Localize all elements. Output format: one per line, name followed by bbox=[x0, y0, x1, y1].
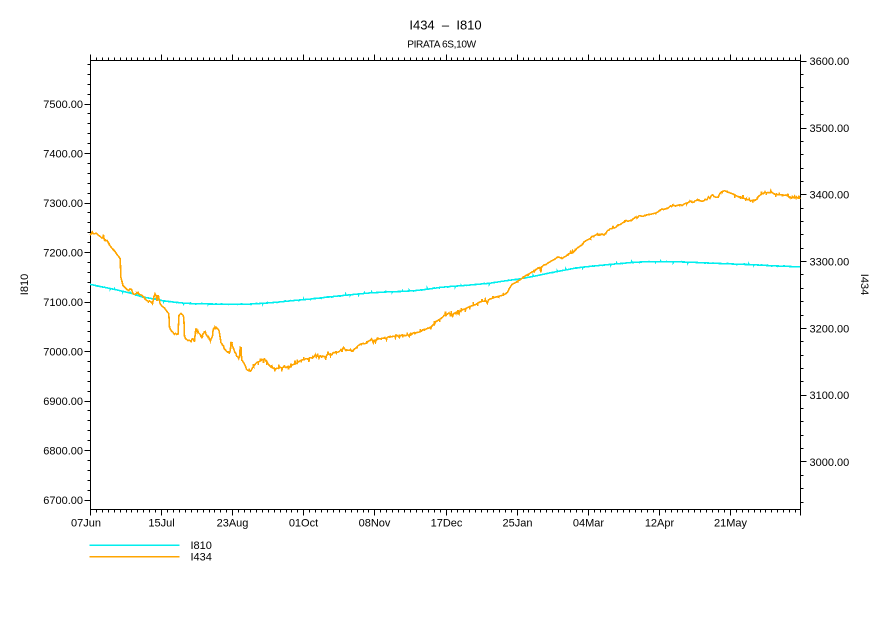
svg-text:01Oct: 01Oct bbox=[289, 518, 318, 530]
svg-text:PIRATA 6S,10W: PIRATA 6S,10W bbox=[407, 39, 476, 50]
svg-text:08Nov: 08Nov bbox=[359, 518, 391, 530]
svg-text:6800.00: 6800.00 bbox=[43, 445, 83, 457]
svg-text:I434: I434 bbox=[858, 274, 870, 295]
svg-text:I434 – I810: I434 – I810 bbox=[409, 18, 481, 33]
svg-text:6900.00: 6900.00 bbox=[43, 396, 83, 408]
svg-text:7000.00: 7000.00 bbox=[43, 346, 83, 358]
svg-text:7100.00: 7100.00 bbox=[43, 297, 83, 309]
svg-text:04Mar: 04Mar bbox=[573, 518, 605, 530]
svg-text:21May: 21May bbox=[714, 518, 748, 530]
svg-text:25Jan: 25Jan bbox=[503, 518, 533, 530]
svg-text:7500.00: 7500.00 bbox=[43, 99, 83, 111]
svg-text:3100.00: 3100.00 bbox=[810, 390, 850, 402]
svg-text:17Dec: 17Dec bbox=[431, 518, 463, 530]
svg-text:I434: I434 bbox=[191, 552, 212, 564]
svg-text:23Aug: 23Aug bbox=[217, 518, 249, 530]
svg-text:3400.00: 3400.00 bbox=[810, 190, 850, 202]
svg-text:15Jul: 15Jul bbox=[148, 518, 174, 530]
svg-text:7300.00: 7300.00 bbox=[43, 198, 83, 210]
svg-text:7400.00: 7400.00 bbox=[43, 148, 83, 160]
svg-text:12Apr: 12Apr bbox=[645, 518, 675, 530]
svg-text:3500.00: 3500.00 bbox=[810, 123, 850, 135]
svg-text:3000.00: 3000.00 bbox=[810, 457, 850, 469]
svg-text:07Jun: 07Jun bbox=[71, 518, 101, 530]
svg-text:3600.00: 3600.00 bbox=[810, 56, 850, 68]
svg-text:I810: I810 bbox=[19, 274, 31, 295]
svg-text:6700.00: 6700.00 bbox=[43, 495, 83, 507]
svg-text:I810: I810 bbox=[191, 540, 212, 552]
svg-text:3200.00: 3200.00 bbox=[810, 323, 850, 335]
svg-text:7200.00: 7200.00 bbox=[43, 247, 83, 259]
svg-text:3300.00: 3300.00 bbox=[810, 257, 850, 269]
